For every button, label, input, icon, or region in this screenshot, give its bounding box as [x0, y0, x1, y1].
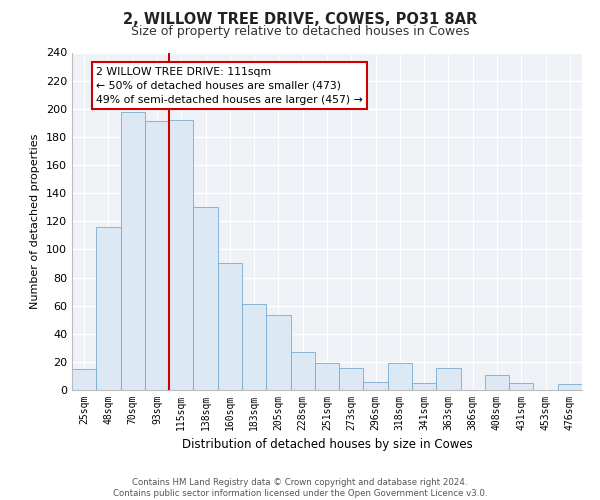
Bar — [290, 352, 315, 390]
Bar — [558, 384, 582, 390]
Bar — [315, 364, 339, 390]
Bar — [193, 207, 218, 390]
Bar — [485, 374, 509, 390]
Bar — [388, 364, 412, 390]
Bar — [242, 304, 266, 390]
Bar — [169, 120, 193, 390]
Bar — [121, 112, 145, 390]
X-axis label: Distribution of detached houses by size in Cowes: Distribution of detached houses by size … — [182, 438, 472, 452]
Bar — [364, 382, 388, 390]
Bar — [96, 227, 121, 390]
Bar — [509, 383, 533, 390]
Y-axis label: Number of detached properties: Number of detached properties — [31, 134, 40, 309]
Text: 2, WILLOW TREE DRIVE, COWES, PO31 8AR: 2, WILLOW TREE DRIVE, COWES, PO31 8AR — [123, 12, 477, 28]
Text: Contains HM Land Registry data © Crown copyright and database right 2024.
Contai: Contains HM Land Registry data © Crown c… — [113, 478, 487, 498]
Bar — [218, 264, 242, 390]
Bar — [436, 368, 461, 390]
Bar — [266, 316, 290, 390]
Bar — [412, 383, 436, 390]
Bar — [72, 369, 96, 390]
Text: Size of property relative to detached houses in Cowes: Size of property relative to detached ho… — [131, 25, 469, 38]
Text: 2 WILLOW TREE DRIVE: 111sqm
← 50% of detached houses are smaller (473)
49% of se: 2 WILLOW TREE DRIVE: 111sqm ← 50% of det… — [96, 66, 363, 104]
Bar — [339, 368, 364, 390]
Bar — [145, 122, 169, 390]
